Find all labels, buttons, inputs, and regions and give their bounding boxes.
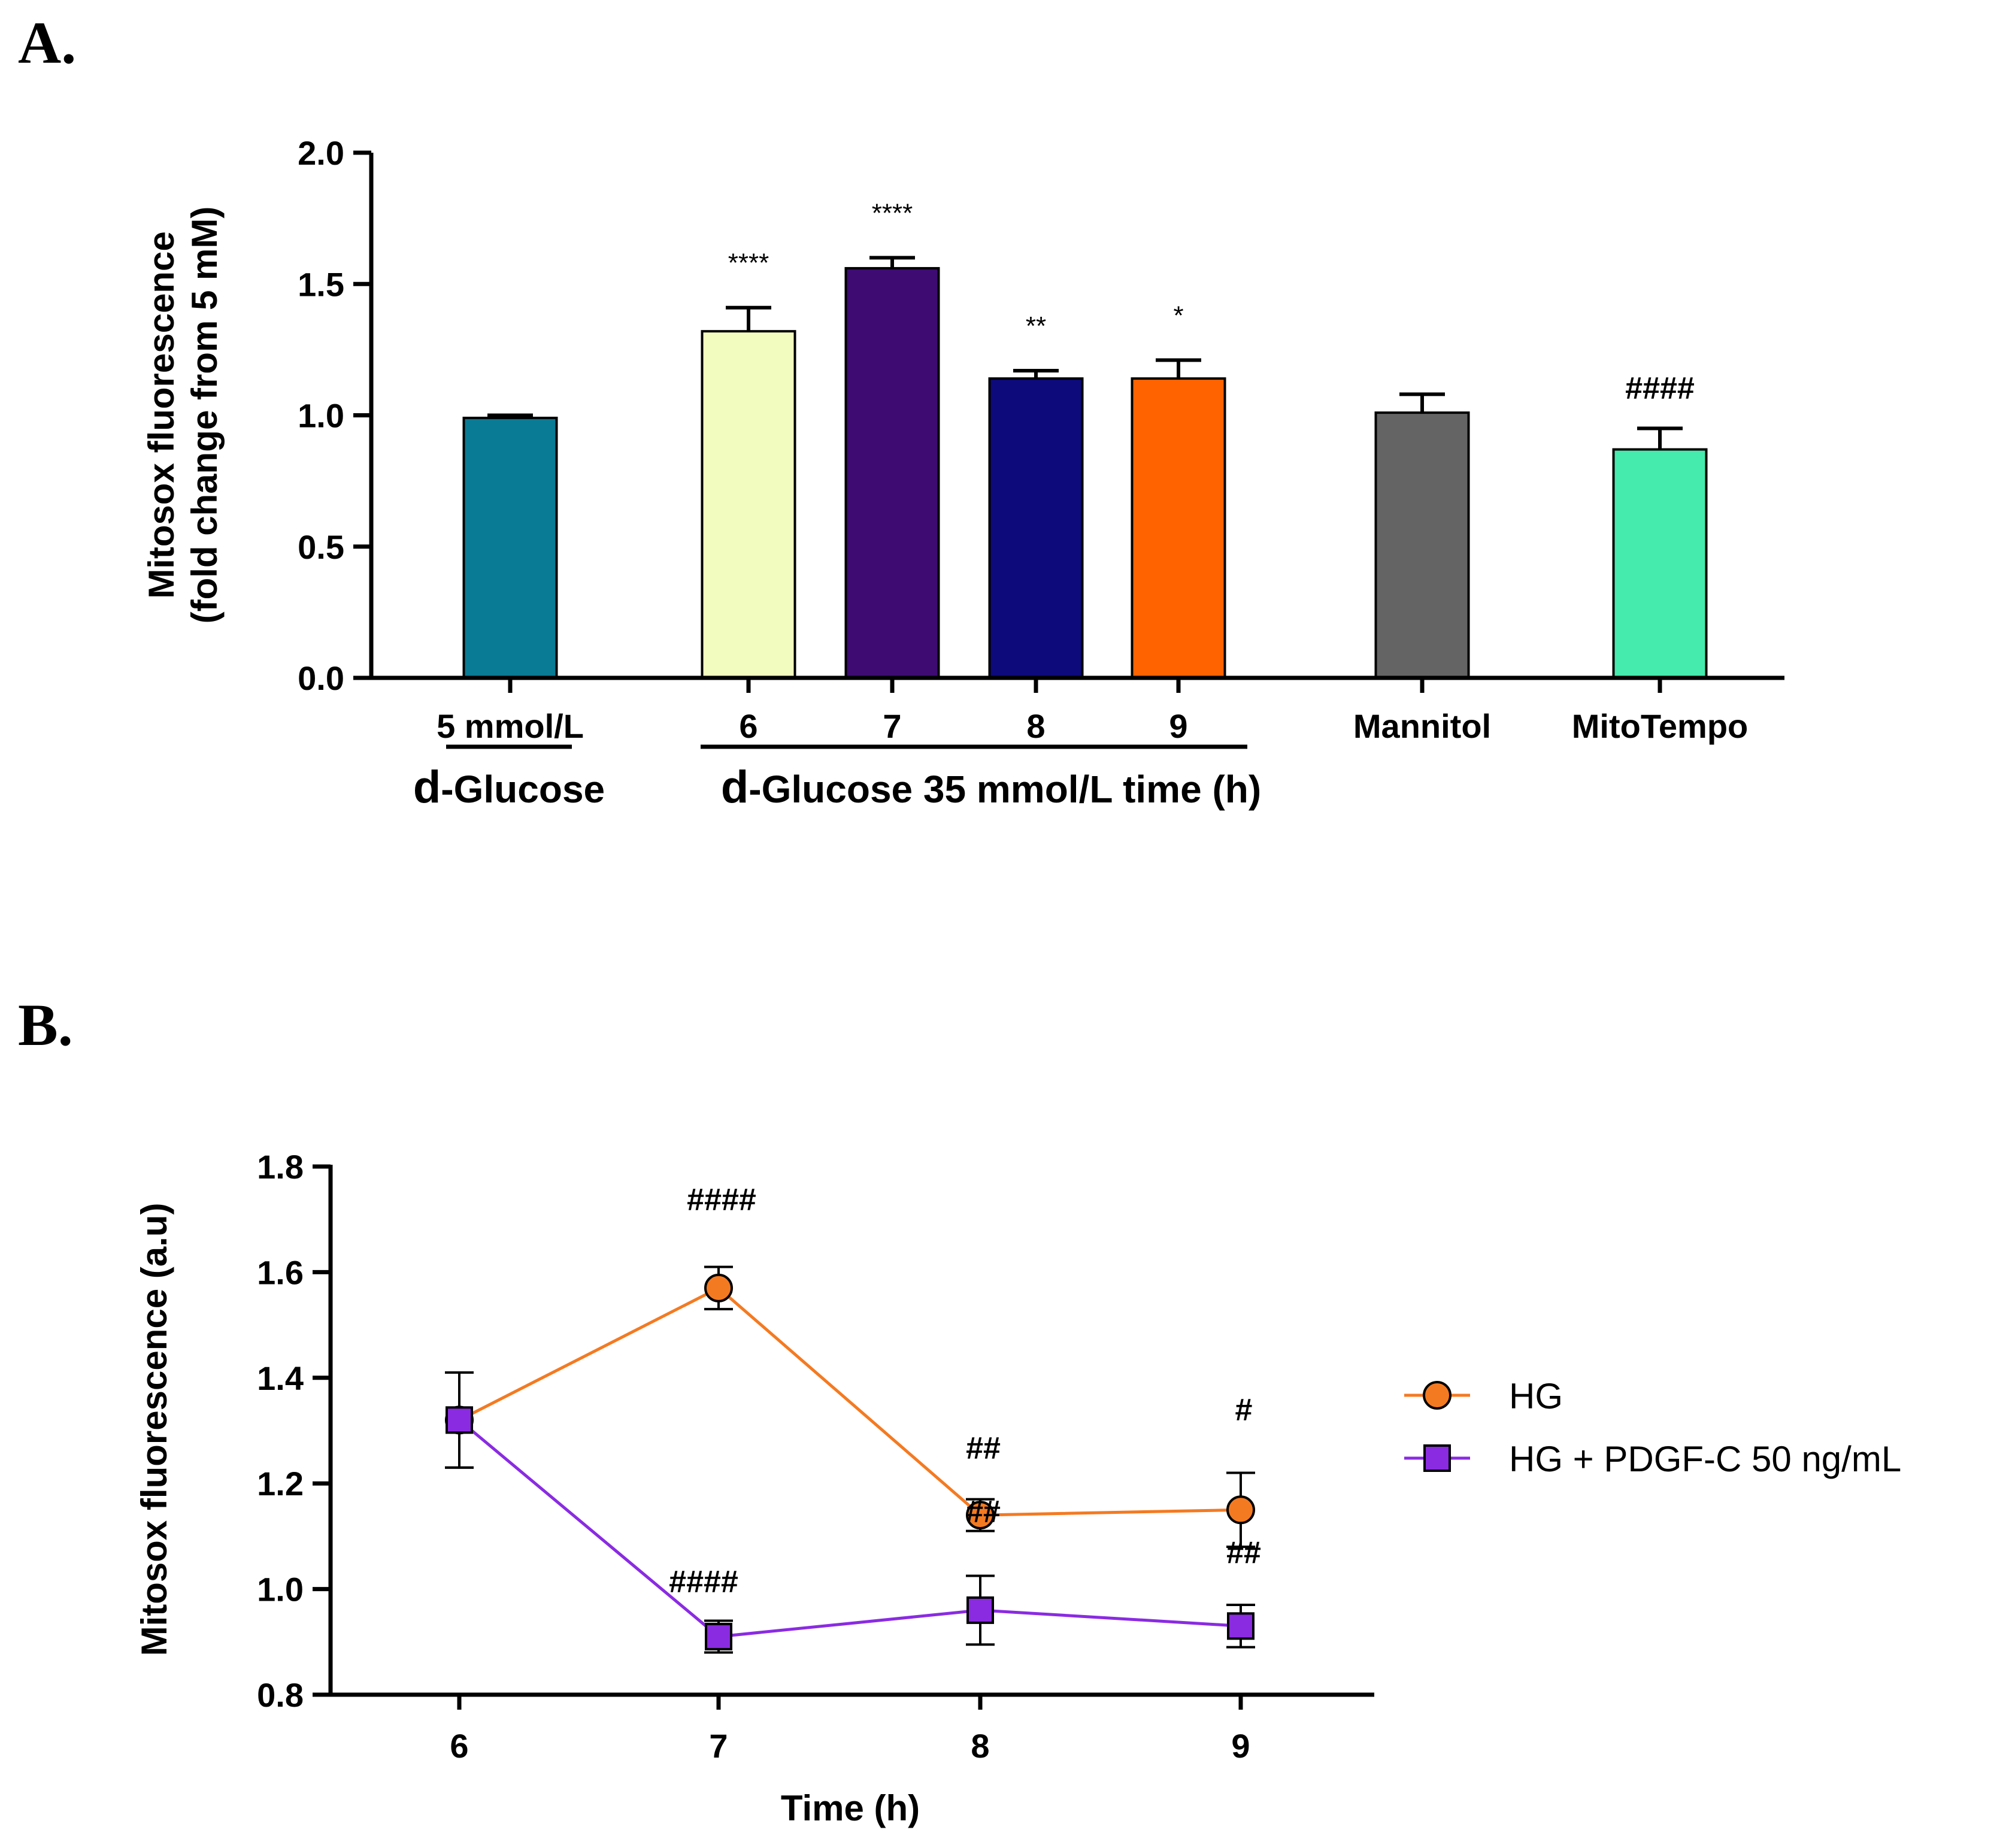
significance-label: # xyxy=(1235,1393,1253,1428)
x-axis-ticks: 5 mmol/L 6 7 8 9 Mannitol MitoTempo xyxy=(437,678,1748,745)
d-prefix: d xyxy=(721,762,749,813)
y-tick-label: 1.6 xyxy=(257,1253,304,1291)
x-tick-label: 8 xyxy=(971,1727,989,1765)
x-tick-label: MitoTempo xyxy=(1572,707,1748,745)
data-point xyxy=(1227,1612,1255,1640)
y-tick-label: 1.5 xyxy=(298,265,344,303)
y-tick-label: 0.8 xyxy=(257,1676,304,1714)
x-axis-title: Time (h) xyxy=(781,1788,920,1828)
significance-label: **** xyxy=(872,198,913,228)
bar-series: ********** *#### xyxy=(462,198,1708,679)
x-tick-label: 5 mmol/L xyxy=(437,707,584,745)
data-point xyxy=(704,1273,733,1302)
x-tick-label: 7 xyxy=(709,1727,728,1765)
time-group-rest: -Glucose 35 mmol/L time (h) xyxy=(749,768,1261,811)
significance-label: ## xyxy=(966,1495,1001,1529)
x-tick-label: 8 xyxy=(1026,707,1045,745)
significance-label: #### xyxy=(669,1565,738,1599)
data-point xyxy=(966,1501,995,1530)
significance-label: #### xyxy=(687,1183,756,1217)
bar xyxy=(1131,377,1226,679)
x-tick-label: 7 xyxy=(883,707,901,745)
y-tick-label: 1.2 xyxy=(257,1465,304,1502)
x-tick-label: Mannitol xyxy=(1353,707,1491,745)
x-tick-label: 9 xyxy=(1231,1727,1250,1765)
y-axis-ticks: 0.8 1.0 1.2 1.4 1.6 1.8 xyxy=(257,1148,331,1714)
data-point xyxy=(1226,1495,1255,1525)
legend-label: HG xyxy=(1509,1376,1563,1416)
bar xyxy=(844,266,940,679)
x-tick-label: 6 xyxy=(739,707,757,745)
legend: HG HG + PDGF-C 50 ng/mL xyxy=(1404,1376,1901,1479)
legend-marker xyxy=(1423,1444,1451,1472)
legend-label: HG + PDGF-C 50 ng/mL xyxy=(1509,1439,1901,1479)
y-tick-label: 0.0 xyxy=(298,659,344,697)
bar xyxy=(1374,411,1470,679)
data-point xyxy=(446,1406,473,1434)
bar-chart-a: ********** *#### 0.00.51.01.52.0 5 mmol/L… xyxy=(141,134,1784,813)
y-axis-ticks: 0.0 0.5 1.0 1.5 2.0 xyxy=(298,134,371,697)
d-glucose-rest: -Glucose xyxy=(441,768,605,811)
bar xyxy=(988,377,1084,679)
x-tick-label: 9 xyxy=(1169,707,1187,745)
time-group-label: d-Glucose 35 mmol/L time (h) xyxy=(721,762,1261,813)
y-tick-label: 1.0 xyxy=(257,1571,304,1608)
y-tick-label: 1.8 xyxy=(257,1148,304,1186)
significance-label: ## xyxy=(966,1431,1001,1466)
bar xyxy=(1612,448,1708,679)
y-tick-label: 2.0 xyxy=(298,134,344,172)
y-axis-title: Mitosox fluorescence xyxy=(141,231,181,599)
x-tick-label: 6 xyxy=(450,1727,468,1765)
significance-label: ** xyxy=(1026,311,1046,341)
series-line xyxy=(458,1419,1241,1638)
data-point xyxy=(966,1596,994,1624)
y-axis-title-line2: (fold change from 5 mM) xyxy=(184,207,225,624)
y-tick-label: 0.5 xyxy=(298,528,344,566)
y-axis-title: Mitosox fluorescence (a.u) xyxy=(134,1203,174,1656)
series-line xyxy=(458,1286,1241,1517)
data-point xyxy=(705,1622,732,1650)
d-prefix: d xyxy=(413,762,441,813)
d-glucose-label: d-Glucose xyxy=(413,762,605,813)
panel-a-label: A. xyxy=(18,10,76,76)
y-tick-label: 1.4 xyxy=(257,1359,304,1397)
x-axis-ticks: 6 7 8 9 xyxy=(450,1695,1250,1765)
y-tick-label: 1.0 xyxy=(298,397,344,435)
bar xyxy=(701,330,796,679)
significance-label: ## xyxy=(1226,1535,1261,1570)
significance-label: * xyxy=(1173,301,1183,330)
legend-marker xyxy=(1423,1381,1452,1410)
panel-b-label: B. xyxy=(18,992,73,1058)
bar xyxy=(462,416,558,679)
line-series: ############### xyxy=(445,1183,1261,1654)
significance-label: **** xyxy=(728,249,769,278)
significance-label: #### xyxy=(1625,371,1695,405)
